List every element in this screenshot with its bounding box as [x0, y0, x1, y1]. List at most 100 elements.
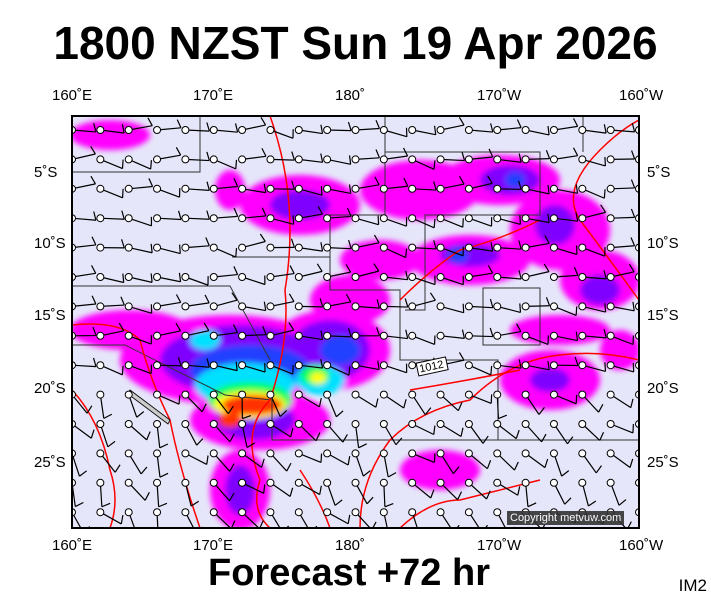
wind-barb	[408, 420, 436, 436]
wind-barb	[578, 420, 605, 441]
wind-barb	[209, 361, 238, 372]
wind-barb	[436, 390, 463, 412]
wind-barb	[238, 183, 267, 194]
wind-barb	[408, 478, 435, 499]
wind-barb	[606, 263, 635, 281]
wind-barb	[124, 155, 153, 170]
wind-barb	[124, 273, 153, 283]
wind-barb	[209, 420, 235, 443]
wind-barb	[323, 264, 352, 281]
wind-barb	[578, 478, 597, 507]
precip-area	[510, 315, 610, 345]
wind-barb	[578, 184, 606, 199]
wind-barb	[323, 207, 352, 223]
map-title: 1800 NZST Sun 19 Apr 2026	[53, 17, 658, 69]
wind-barbs	[72, 116, 639, 528]
wind-barb	[351, 478, 374, 505]
lat-label: 20˚S	[34, 380, 66, 397]
wind-barb	[379, 420, 403, 446]
wind-barb	[408, 155, 436, 170]
wind-barb	[238, 420, 256, 449]
wind-barb	[209, 292, 238, 311]
wind-barb	[521, 150, 551, 164]
wind-barb	[606, 331, 634, 346]
wind-barb	[408, 449, 436, 463]
wind-barb	[294, 508, 318, 528]
wind-barb	[549, 478, 572, 505]
wind-barb	[379, 508, 388, 528]
wind-barb	[294, 330, 324, 341]
wind-barb	[408, 273, 436, 286]
copyright-notice[interactable]: Copyright metvuw.com	[507, 511, 625, 525]
wind-barb	[181, 151, 210, 164]
wind-barb	[379, 298, 409, 311]
lon-label: 170˚W	[477, 87, 522, 104]
wind-barb	[493, 153, 522, 164]
wind-barb	[153, 184, 181, 198]
wind-barb	[521, 235, 550, 252]
wind-barb	[493, 119, 522, 134]
isobar-label-box: 1012	[415, 356, 449, 377]
precip-area	[310, 372, 326, 384]
wind-barb	[493, 323, 522, 340]
wind-barb	[493, 214, 522, 225]
lon-label: 180˚	[335, 87, 366, 104]
wind-barb	[209, 266, 239, 281]
wind-barb	[153, 272, 182, 283]
wind-barb	[606, 478, 627, 506]
wind-barb	[436, 116, 465, 134]
wind-barb	[181, 390, 207, 413]
wind-barb	[294, 390, 322, 408]
precip-area	[400, 450, 480, 490]
wind-barb	[266, 214, 295, 225]
wind-barb	[294, 263, 323, 281]
precip-area	[340, 240, 420, 280]
wind-barb	[323, 239, 352, 252]
lon-label: 160˚W	[619, 87, 664, 104]
wind-barb	[379, 243, 408, 259]
wind-barb	[153, 294, 182, 311]
wind-barb	[578, 328, 607, 340]
wind-barb	[408, 125, 437, 136]
wind-barb	[493, 508, 515, 528]
precip-area	[600, 330, 639, 370]
wind-barb	[96, 273, 125, 284]
precip-area	[72, 310, 190, 350]
wind-barb	[181, 478, 200, 507]
lat-label: 20˚S	[647, 380, 679, 397]
wind-barb	[266, 390, 288, 417]
wind-barb	[408, 240, 437, 252]
wind-barb	[323, 155, 352, 165]
wind-barb	[549, 331, 579, 342]
wind-barb	[96, 239, 125, 252]
wind-barb	[323, 449, 351, 466]
wind-barb	[606, 123, 636, 134]
lon-label: 170˚W	[477, 537, 522, 554]
wind-barb	[209, 390, 234, 415]
lon-label: 160˚E	[52, 537, 93, 554]
wind-barb	[153, 420, 169, 449]
wind-barb	[238, 449, 265, 468]
wind-barb	[521, 360, 550, 371]
wind-barb	[464, 123, 494, 134]
wind-barb	[124, 214, 153, 227]
wind-barb	[549, 212, 579, 223]
wind-barb	[323, 293, 352, 311]
wind-barb	[266, 151, 296, 164]
wind-barb	[124, 331, 153, 345]
wind-barb	[379, 147, 409, 164]
wind-barb	[124, 302, 153, 314]
wind-barb	[294, 359, 324, 370]
wind-barb	[181, 273, 209, 286]
precip-area	[580, 275, 620, 305]
lat-label: 5˚S	[34, 164, 58, 181]
wind-barb	[521, 213, 550, 224]
wind-barb	[238, 233, 266, 252]
wind-barb	[181, 322, 210, 340]
wind-barb	[436, 478, 463, 501]
wind-barb	[96, 508, 124, 525]
wind-barb	[351, 234, 380, 252]
wind-barb	[464, 327, 494, 340]
wind-barb	[323, 508, 351, 525]
wind-barb	[521, 449, 549, 469]
